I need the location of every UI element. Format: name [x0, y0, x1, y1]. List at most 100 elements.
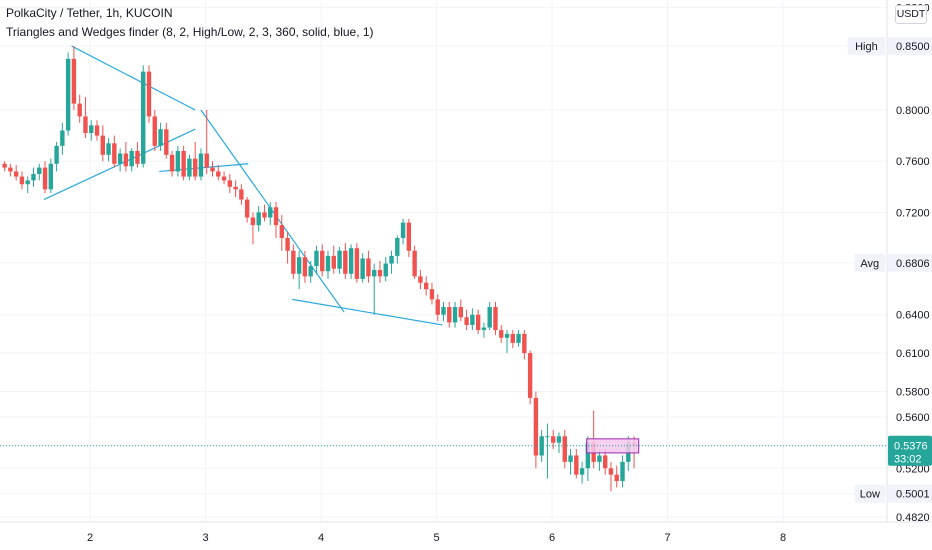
- candle-down: [250, 217, 256, 226]
- candle-down: [527, 353, 533, 398]
- y-tick-label: 0.4820: [896, 512, 930, 524]
- price-tag-value: 0.5001: [896, 489, 930, 501]
- price-tag-label-bg: [854, 253, 885, 272]
- candle-up: [314, 250, 319, 267]
- candle-down: [135, 150, 140, 164]
- candle-up: [383, 263, 388, 277]
- y-tick-label: 0.7200: [896, 207, 930, 219]
- candle-up: [556, 436, 562, 443]
- candle-up: [579, 468, 585, 475]
- candle-down: [493, 307, 498, 331]
- candle-up: [60, 130, 65, 146]
- price-tag-bg: [888, 484, 932, 503]
- y-tick-label: 0.8000: [896, 105, 930, 117]
- candle-up: [198, 153, 204, 177]
- candle-down: [262, 212, 267, 218]
- candle-down: [71, 58, 77, 104]
- candle-up: [620, 461, 625, 482]
- currency-button[interactable]: USDT: [895, 5, 927, 24]
- candle-down: [192, 158, 198, 177]
- candle-down: [2, 163, 7, 168]
- price-tag-label-bg: [854, 484, 885, 503]
- candle-down: [522, 333, 527, 354]
- candle-down: [19, 176, 25, 185]
- candle-up: [296, 257, 302, 274]
- price-tag-value: 0.6806: [896, 258, 930, 270]
- candle-down: [169, 154, 175, 172]
- price-tag-label: Avg: [860, 258, 879, 270]
- pattern-lines: [43, 45, 443, 326]
- candle-up: [256, 212, 261, 226]
- candle-down: [435, 299, 440, 315]
- candle-down: [354, 248, 360, 279]
- candle-up: [54, 145, 59, 164]
- candle-down: [8, 167, 13, 172]
- candle-up: [117, 153, 123, 164]
- candle-down: [464, 317, 469, 325]
- candle-up: [89, 125, 94, 134]
- candle-down: [239, 189, 244, 200]
- candle-up: [360, 258, 365, 279]
- candle-down: [423, 282, 429, 290]
- y-tick-label: 0.7600: [896, 156, 930, 168]
- candle-up: [545, 436, 550, 438]
- x-tick-label: 2: [87, 532, 93, 544]
- candle-up: [187, 158, 192, 177]
- x-tick-label: 5: [434, 532, 440, 544]
- pattern-trendline: [200, 109, 345, 313]
- candle-down: [164, 129, 169, 155]
- candle-up: [308, 266, 313, 277]
- y-tick-label: 0.6400: [896, 310, 930, 322]
- candle-down: [244, 199, 250, 218]
- candle-up: [441, 307, 446, 315]
- candle-down: [112, 143, 117, 164]
- candle-up: [568, 455, 573, 462]
- candle-up: [48, 163, 54, 190]
- pattern-trendline: [71, 45, 196, 111]
- indicator-legend[interactable]: Triangles and Wedges finder (8, 2, High/…: [6, 25, 374, 39]
- candle-down: [100, 135, 105, 155]
- candle-down: [13, 171, 19, 177]
- candle-down: [227, 180, 233, 187]
- x-tick-label: 8: [780, 532, 786, 544]
- candle-up: [348, 248, 354, 274]
- candle-up: [389, 255, 394, 264]
- candle-down: [123, 153, 129, 167]
- pattern-trendline: [292, 298, 443, 326]
- candle-down: [614, 474, 619, 482]
- candle-down: [181, 150, 186, 177]
- candle-up: [31, 174, 36, 181]
- candle-down: [458, 307, 464, 318]
- candle-down: [608, 468, 614, 475]
- chart-title: PolkaCity / Tether, 1h, KUCOIN: [6, 6, 173, 20]
- candle-up: [487, 307, 492, 328]
- candle-up: [481, 327, 487, 331]
- candle-down: [331, 255, 336, 269]
- candle-up: [504, 333, 510, 338]
- candle-down: [216, 171, 221, 177]
- price-tag-label: High: [855, 41, 878, 53]
- candle-down: [210, 167, 215, 172]
- candle-down: [291, 250, 296, 274]
- candle-down: [273, 207, 279, 226]
- candle-down: [343, 250, 348, 274]
- x-tick-label: 3: [203, 532, 209, 544]
- candle-countdown: 33:02: [894, 454, 922, 466]
- pattern-trendline: [43, 128, 196, 201]
- x-tick-label: 4: [318, 532, 324, 544]
- candle-down: [447, 307, 452, 323]
- y-tick-label: 0.6100: [896, 348, 930, 360]
- candle-down: [221, 176, 227, 181]
- x-axis[interactable]: 2 3 4 5 6 7 8: [87, 532, 786, 544]
- y-tick-label: 0.5600: [896, 412, 930, 424]
- price-tag-bg: [888, 253, 932, 272]
- current-price-tag: [888, 435, 932, 466]
- candle-down: [562, 436, 567, 462]
- candle-down: [77, 103, 82, 117]
- y-tick-label: 0.5800: [896, 387, 930, 399]
- candle-up: [372, 269, 377, 277]
- candle-down: [233, 186, 238, 190]
- price-tag-value: 0.8500: [896, 41, 930, 53]
